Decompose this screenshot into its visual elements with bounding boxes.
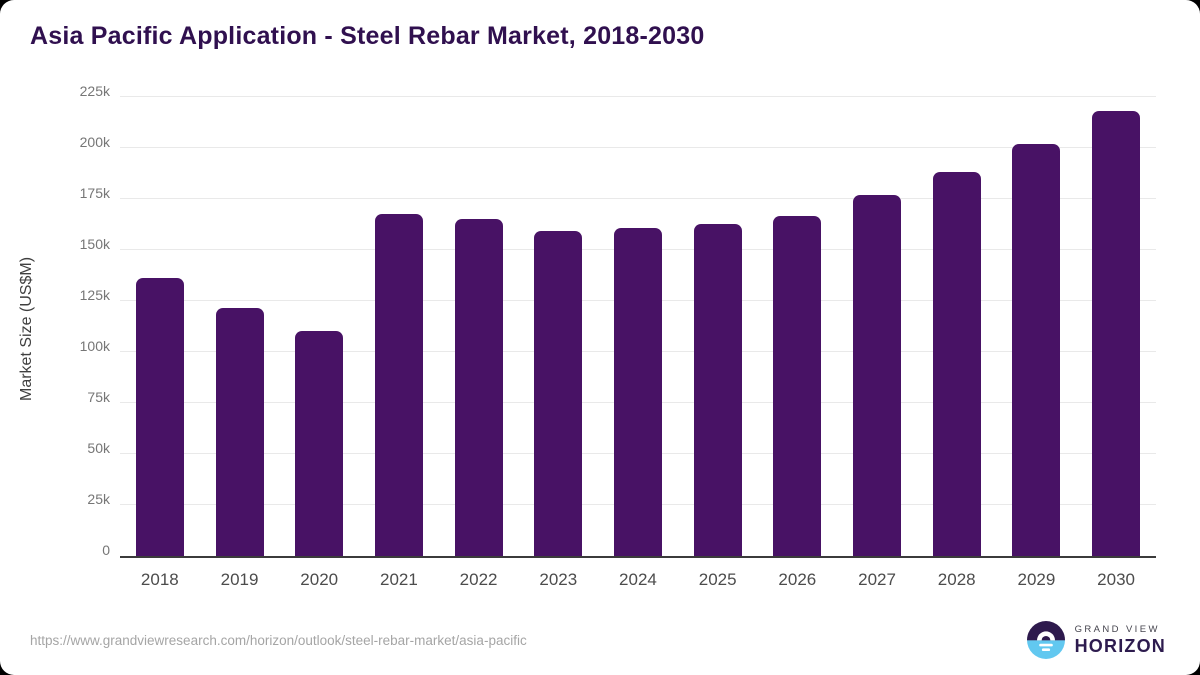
x-tick-2021: 2021 <box>379 570 418 589</box>
bar-2030 <box>1092 111 1141 556</box>
bar-2022 <box>454 218 503 556</box>
x-tick-2025: 2025 <box>698 570 737 589</box>
x-tick-2028: 2028 <box>937 570 976 589</box>
bar-2019 <box>215 308 264 556</box>
bar-slot-2027 <box>837 99 917 556</box>
bar-slot-2018 <box>120 99 200 556</box>
x-tick-2023: 2023 <box>539 570 578 589</box>
y-tick-75k: 75k <box>87 389 110 405</box>
bar-2021 <box>374 213 423 556</box>
bar-slot-2024 <box>598 99 678 556</box>
x-tick-2020: 2020 <box>300 570 339 589</box>
bar-slot-2030 <box>1076 99 1156 556</box>
bar-series <box>120 99 1156 556</box>
brand-logo: GRAND VIEW HORIZON <box>1026 621 1166 659</box>
bar-2025 <box>693 223 742 556</box>
x-tick-2027: 2027 <box>858 570 896 589</box>
bar-slot-2029 <box>997 99 1077 556</box>
y-tick-225k: 225k <box>79 83 110 99</box>
bar-2024 <box>613 227 662 556</box>
bar-2027 <box>853 195 902 556</box>
x-tick-2026: 2026 <box>778 570 817 589</box>
source-url: https://www.grandviewresearch.com/horizo… <box>30 632 527 648</box>
gridline-225k <box>120 96 1156 97</box>
gridline-200k <box>120 147 1156 148</box>
y-axis-tick-labels: 0 25k 50k 75k 100k 125k 150k 175k 200k 225k <box>0 83 110 558</box>
brand-name-top: GRAND VIEW <box>1074 623 1160 635</box>
y-tick-125k: 125k <box>79 287 110 303</box>
x-tick-2022: 2022 <box>459 570 498 589</box>
y-tick-25k: 25k <box>87 491 110 507</box>
brand-name-bottom: HORIZON <box>1074 636 1166 657</box>
bar-slot-2028 <box>917 99 997 556</box>
x-tick-2024: 2024 <box>619 570 657 589</box>
brand-logo-text: GRAND VIEW HORIZON <box>1075 625 1166 656</box>
x-tick-2030: 2030 <box>1097 570 1135 589</box>
footer: https://www.grandviewresearch.com/horizo… <box>0 613 1200 675</box>
horizon-sunrise-logo-icon <box>1026 621 1065 659</box>
bar-2023 <box>534 231 583 556</box>
gridline-175k <box>120 198 1156 199</box>
bar-slot-2021 <box>359 99 439 556</box>
x-tick-2029: 2029 <box>1017 570 1056 589</box>
y-tick-0: 0 <box>102 542 110 558</box>
y-tick-200k: 200k <box>79 134 110 150</box>
plot-area <box>120 96 1156 558</box>
x-tick-2019: 2019 <box>220 570 259 589</box>
bar-2020 <box>295 330 344 556</box>
bar-2018 <box>135 277 184 556</box>
bar-2029 <box>1012 143 1061 556</box>
chart-title: Asia Pacific Application - Steel Rebar M… <box>30 22 705 50</box>
bar-slot-2025 <box>678 99 758 556</box>
y-tick-175k: 175k <box>79 185 110 201</box>
bar-2026 <box>773 215 822 556</box>
bar-2028 <box>932 172 981 556</box>
y-tick-100k: 100k <box>79 338 110 354</box>
x-tick-2018: 2018 <box>140 570 179 589</box>
bar-slot-2020 <box>279 99 359 556</box>
x-axis-tick-labels: 2018 2019 2020 2021 2022 2023 2024 2025 2026 2027… <box>120 570 1156 590</box>
bar-slot-2022 <box>439 99 519 556</box>
bar-slot-2026 <box>758 99 838 556</box>
bar-slot-2019 <box>200 99 280 556</box>
bar-slot-2023 <box>518 99 598 556</box>
y-tick-150k: 150k <box>79 236 110 252</box>
y-tick-50k: 50k <box>87 440 110 456</box>
